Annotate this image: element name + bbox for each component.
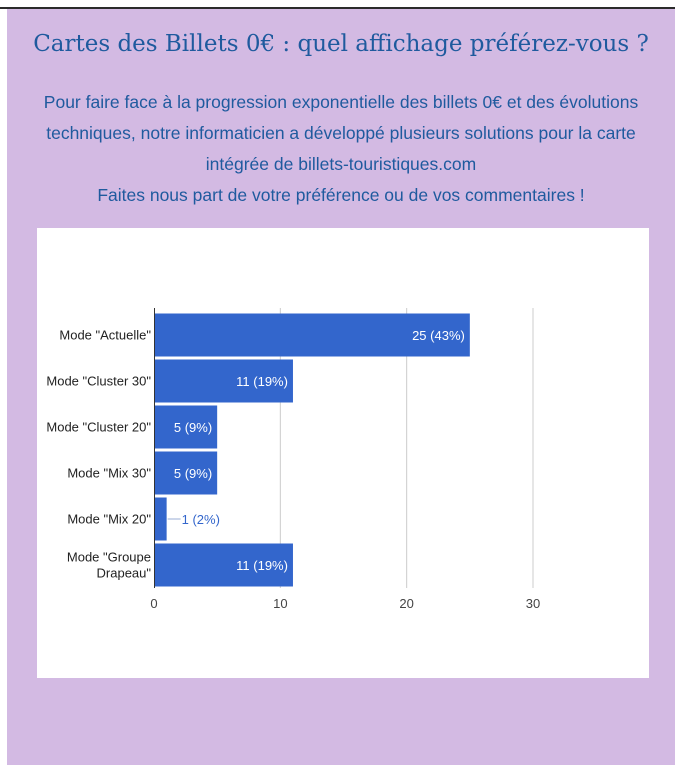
category-label: Mode "Actuelle"	[59, 328, 151, 343]
bar	[154, 405, 218, 449]
bar	[154, 451, 218, 495]
intro-line: Pour faire face à la progression exponen…	[43, 92, 639, 112]
top-border	[0, 0, 675, 9]
data-label: 11 (19%)	[236, 558, 288, 573]
x-tick-label: 20	[399, 596, 413, 611]
x-tick-label: 0	[150, 596, 157, 611]
x-tick-label: 10	[273, 596, 287, 611]
intro-text: Pour faire face à la progression exponen…	[27, 87, 655, 211]
category-label: Mode "Mix 20"	[67, 512, 151, 527]
bar-chart: Mode "Actuelle" 25 (43%) Mode "Cluster 30"…	[46, 308, 540, 611]
data-label: 5 (9%)	[174, 420, 212, 435]
bar	[154, 359, 293, 403]
category-label: Mode "Cluster 20"	[46, 420, 151, 435]
intro-line: Faites nous part de votre préférence ou …	[97, 185, 585, 205]
bar	[154, 497, 167, 541]
page-title: Cartes des Billets 0€ : quel affichage p…	[33, 31, 649, 57]
data-label: 1 (2%)	[182, 512, 220, 527]
bar	[154, 313, 470, 357]
x-tick-label: 30	[526, 596, 540, 611]
data-label: 11 (19%)	[236, 374, 288, 389]
chart-card: Mode "Actuelle" 25 (43%) Mode "Cluster 30"…	[37, 228, 649, 678]
content-panel: Cartes des Billets 0€ : quel affichage p…	[7, 9, 675, 765]
data-label: 25 (43%)	[412, 328, 465, 343]
bar	[154, 543, 293, 587]
data-label: 5 (9%)	[174, 466, 212, 481]
category-label: Mode "Groupe Drapeau"	[67, 550, 151, 581]
intro-line: techniques, notre informaticien a dévelo…	[46, 123, 636, 143]
category-label: Mode "Mix 30"	[67, 466, 151, 481]
category-label: Mode "Cluster 30"	[46, 374, 151, 389]
intro-line: intégrée de billets-touristiques.com	[205, 154, 477, 174]
